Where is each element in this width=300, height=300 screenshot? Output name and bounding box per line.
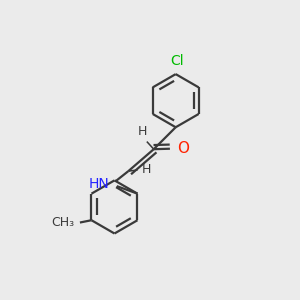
Text: Cl: Cl xyxy=(170,54,184,68)
Text: HN: HN xyxy=(89,177,110,191)
Text: H: H xyxy=(137,124,147,138)
Text: H: H xyxy=(142,164,151,176)
Text: CH₃: CH₃ xyxy=(52,216,75,229)
Text: O: O xyxy=(177,140,189,155)
